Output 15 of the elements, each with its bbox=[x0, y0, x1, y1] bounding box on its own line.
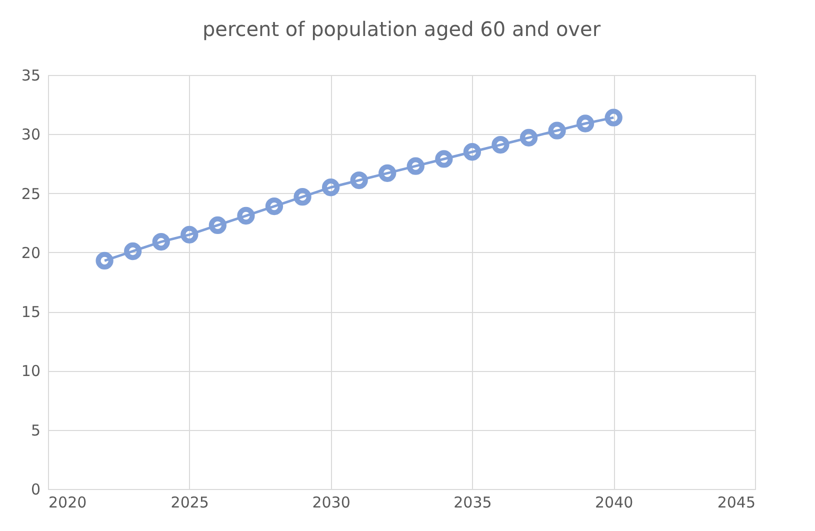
x-tick-label: 2040 bbox=[595, 494, 634, 512]
y-tick-label: 5 bbox=[30, 421, 40, 440]
y-tick-label: 35 bbox=[21, 66, 40, 84]
x-tick-label: 2035 bbox=[454, 494, 492, 512]
y-tick-label: 25 bbox=[21, 184, 40, 203]
y-tick-label: 0 bbox=[30, 480, 40, 498]
y-tick-label: 10 bbox=[21, 362, 40, 380]
x-tick-label: 2045 bbox=[717, 494, 756, 512]
chart-title: percent of population aged 60 and over bbox=[202, 17, 602, 41]
x-tick-label: 2030 bbox=[312, 494, 350, 512]
x-tick-label: 2025 bbox=[170, 494, 209, 512]
x-tick-label: 2020 bbox=[48, 494, 87, 512]
y-tick-label: 15 bbox=[21, 303, 40, 322]
y-tick-label: 30 bbox=[21, 126, 40, 144]
y-tick-label: 20 bbox=[21, 244, 40, 262]
